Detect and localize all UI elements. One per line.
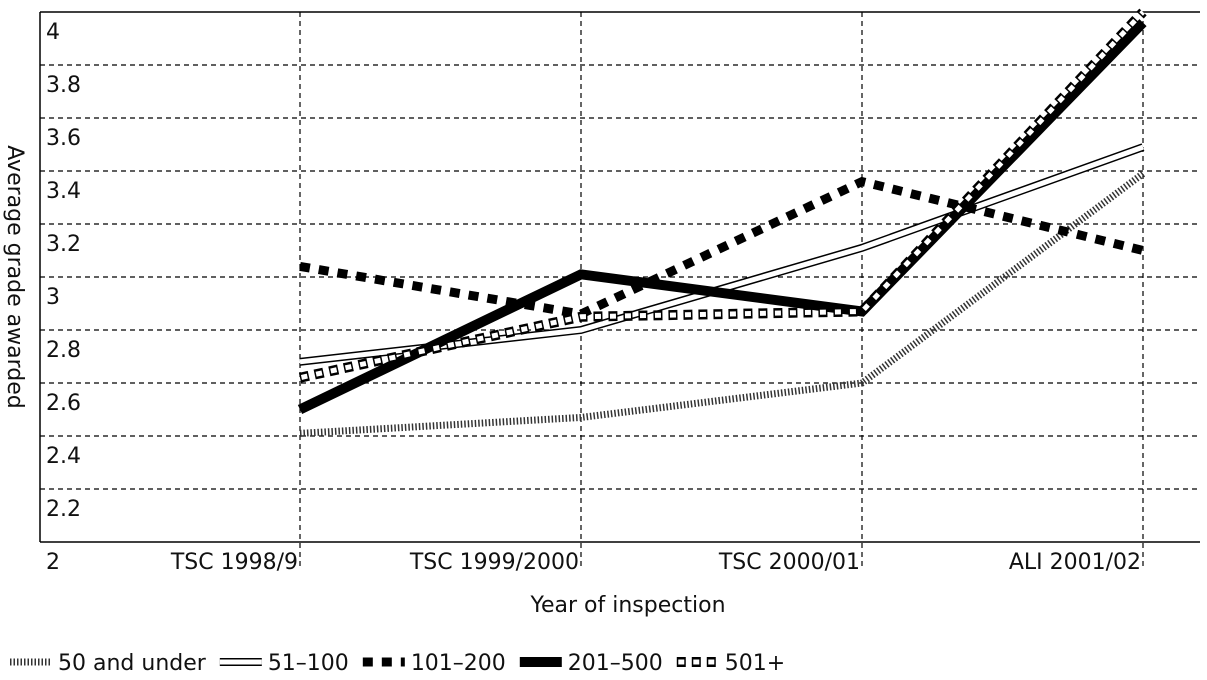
y-tick-label: 3.6 [46, 126, 81, 151]
y-tick-label: 4 [46, 20, 60, 45]
x-tick-label: TSC 2000/01 [718, 550, 860, 575]
line [297, 19, 1147, 415]
y-tick-label: 2.2 [46, 497, 81, 522]
legend-label: 50 and under [58, 651, 207, 676]
x-tick-label: TSC 1999/2000 [409, 550, 579, 575]
y-tick-label: 2.8 [46, 338, 81, 363]
y-tick-label: 2.6 [46, 391, 81, 416]
legend-label: 501+ [725, 651, 785, 676]
y-axis-label: Average grade awarded [2, 145, 27, 408]
y-tick-label: 2 [46, 550, 60, 575]
line [298, 8, 1147, 383]
x-tick-label: TSC 1998/9 [170, 550, 298, 575]
x-axis-label: Year of inspection [529, 593, 725, 618]
y-tick-label: 3.2 [46, 232, 81, 257]
legend-label: 51–100 [268, 651, 349, 676]
legend-label: 201–500 [568, 651, 663, 676]
line [299, 176, 1145, 319]
y-tick-label: 3 [46, 285, 60, 310]
y-tick-label: 3.8 [46, 73, 81, 98]
legend-label: 101–200 [411, 651, 506, 676]
x-tick-label: ALI 2001/02 [1009, 550, 1141, 575]
line [299, 170, 1146, 437]
y-tick-label: 2.4 [46, 444, 81, 469]
y-tick-label: 3.4 [46, 179, 81, 204]
